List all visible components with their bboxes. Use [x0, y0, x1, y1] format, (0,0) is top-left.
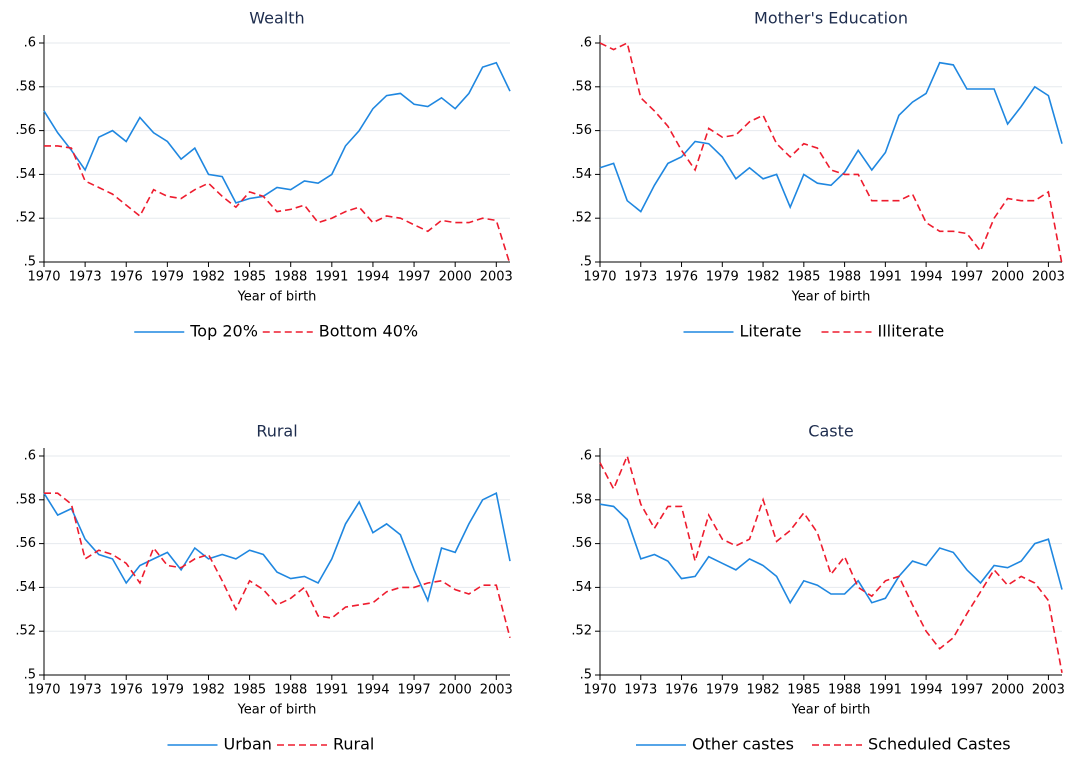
- y-tick-label: .52: [15, 624, 36, 639]
- series-line: [599, 453, 1063, 673]
- x-tick-label: 1976: [110, 270, 143, 285]
- x-tick-label: 1985: [233, 270, 266, 285]
- legend-label: Literate: [740, 322, 802, 341]
- x-tick-label: 1982: [747, 270, 780, 285]
- x-tick-label: 1982: [747, 683, 780, 698]
- series-line: [43, 492, 511, 603]
- series-line: [599, 503, 1063, 605]
- x-tick-label: 1970: [27, 683, 60, 698]
- x-tick-label: 1970: [583, 683, 616, 698]
- x-tick-label: 1979: [151, 270, 184, 285]
- legend-label: Top 20%: [189, 322, 258, 341]
- x-tick-label: 1994: [356, 270, 389, 285]
- x-tick-label: 1985: [233, 683, 266, 698]
- x-tick-label: 2000: [991, 683, 1024, 698]
- x-axis-label: Year of birth: [791, 703, 871, 718]
- x-tick-label: 1994: [910, 270, 943, 285]
- y-tick-label: .58: [15, 492, 36, 507]
- x-tick-label: 1985: [787, 683, 820, 698]
- y-tick-label: .6: [24, 449, 36, 464]
- x-tick-label: 1982: [192, 270, 225, 285]
- x-tick-label: 2003: [1032, 270, 1065, 285]
- y-tick-label: .52: [15, 211, 36, 226]
- x-tick-label: 1994: [910, 683, 943, 698]
- x-tick-label: 1988: [828, 270, 861, 285]
- x-tick-label: 2000: [991, 270, 1024, 285]
- x-tick-label: 1973: [69, 683, 102, 698]
- x-tick-label: 1997: [950, 270, 983, 285]
- x-tick-label: 1988: [828, 683, 861, 698]
- chart-title: Rural: [256, 422, 297, 441]
- x-tick-label: 2003: [480, 270, 513, 285]
- x-tick-label: 1976: [665, 683, 698, 698]
- x-tick-label: 1997: [398, 683, 431, 698]
- x-tick-label: 1973: [624, 683, 657, 698]
- x-tick-label: 1988: [274, 270, 307, 285]
- y-tick-label: .58: [571, 492, 592, 507]
- y-tick-label: .5: [24, 668, 36, 683]
- y-tick-label: .56: [15, 536, 36, 551]
- x-tick-label: 1994: [356, 683, 389, 698]
- y-tick-label: .52: [571, 624, 592, 639]
- y-tick-label: .54: [15, 167, 36, 182]
- chart-title: Caste: [808, 422, 853, 441]
- x-tick-label: 1991: [869, 683, 902, 698]
- x-tick-label: 1997: [950, 683, 983, 698]
- x-tick-label: 1991: [315, 683, 348, 698]
- legend-label: Bottom 40%: [319, 322, 418, 341]
- y-tick-label: .6: [580, 449, 592, 464]
- series-line: [43, 61, 511, 204]
- x-tick-label: 1982: [192, 683, 225, 698]
- y-tick-label: .54: [571, 167, 592, 182]
- y-tick-label: .6: [24, 36, 36, 51]
- x-tick-label: 2000: [439, 683, 472, 698]
- y-tick-label: .56: [15, 123, 36, 138]
- y-tick-label: .58: [15, 79, 36, 94]
- legend-label: Other castes: [692, 735, 794, 754]
- legend-label: Illiterate: [878, 322, 945, 341]
- x-axis-label: Year of birth: [791, 290, 871, 305]
- series-line: [599, 41, 1063, 265]
- x-tick-label: 1988: [274, 683, 307, 698]
- y-tick-label: .58: [571, 79, 592, 94]
- x-tick-label: 1979: [706, 270, 739, 285]
- legend-label: Scheduled Castes: [868, 735, 1011, 754]
- y-tick-label: .56: [571, 536, 592, 551]
- series-line: [599, 61, 1063, 213]
- x-tick-label: 1970: [27, 270, 60, 285]
- chart-title: Wealth: [249, 9, 304, 28]
- x-tick-label: 2003: [480, 683, 513, 698]
- x-tick-label: 1997: [398, 270, 431, 285]
- x-tick-label: 1973: [69, 270, 102, 285]
- x-tick-label: 1976: [110, 683, 143, 698]
- legend-label: Urban: [224, 735, 272, 754]
- x-tick-label: 1991: [315, 270, 348, 285]
- y-tick-label: .6: [580, 36, 592, 51]
- x-tick-label: 2003: [1032, 683, 1065, 698]
- series-line: [44, 492, 511, 639]
- x-tick-label: 1979: [151, 683, 184, 698]
- y-tick-label: .5: [24, 255, 36, 270]
- y-tick-label: .54: [571, 580, 592, 595]
- x-tick-label: 1973: [624, 270, 657, 285]
- y-tick-label: .5: [580, 668, 592, 683]
- y-tick-label: .52: [571, 211, 592, 226]
- x-tick-label: 1970: [583, 270, 616, 285]
- x-tick-label: 2000: [439, 270, 472, 285]
- x-axis-label: Year of birth: [237, 703, 317, 718]
- x-tick-label: 1976: [665, 270, 698, 285]
- series-line: [44, 145, 511, 265]
- x-tick-label: 1979: [706, 683, 739, 698]
- legend-label: Rural: [333, 735, 374, 754]
- x-axis-label: Year of birth: [237, 290, 317, 305]
- chart-title: Mother's Education: [754, 9, 908, 28]
- x-tick-label: 1991: [869, 270, 902, 285]
- y-tick-label: .56: [571, 123, 592, 138]
- y-tick-label: .54: [15, 580, 36, 595]
- x-tick-label: 1985: [787, 270, 820, 285]
- y-tick-label: .5: [580, 255, 592, 270]
